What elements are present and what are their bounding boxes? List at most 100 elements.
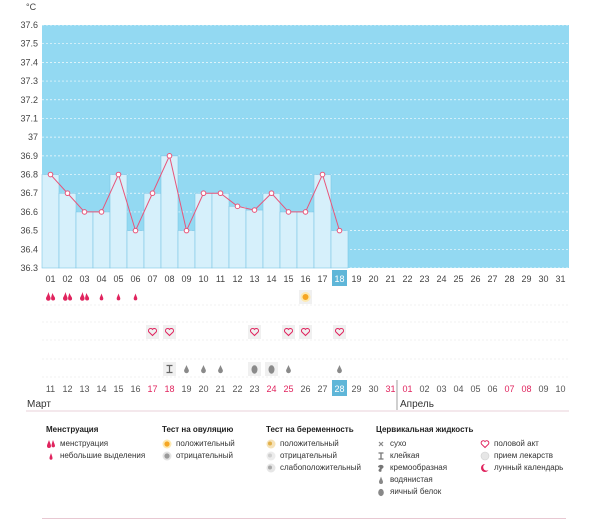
calendar-date[interactable]: 23 — [249, 384, 259, 394]
calendar-date[interactable]: 19 — [181, 384, 191, 394]
calendar-date[interactable]: 14 — [96, 384, 106, 394]
calendar-date[interactable]: 03 — [436, 384, 446, 394]
x-tick-label[interactable]: 03 — [79, 274, 89, 284]
calendar-date[interactable]: 24 — [266, 384, 276, 394]
x-tick-label[interactable]: 04 — [96, 274, 106, 284]
calendar-date[interactable]: 08 — [521, 384, 531, 394]
x-tick-label[interactable]: 16 — [300, 274, 310, 284]
temperature-point[interactable] — [166, 153, 173, 159]
temperature-point[interactable] — [268, 190, 275, 197]
temperature-point[interactable] — [149, 190, 156, 197]
calendar-date[interactable]: 28 — [334, 384, 344, 394]
x-tick-label[interactable]: 28 — [504, 274, 514, 284]
x-tick-label[interactable]: 08 — [164, 274, 174, 284]
x-tick-label[interactable]: 07 — [147, 274, 157, 284]
x-tick-label[interactable]: 02 — [62, 274, 72, 284]
water-drop-icon — [286, 365, 291, 374]
calendar-date[interactable]: 07 — [504, 384, 514, 394]
temperature-point[interactable] — [115, 171, 122, 178]
legend-item-medication: прием лекарств — [480, 450, 563, 462]
x-tick-label[interactable]: 12 — [232, 274, 242, 284]
calendar-date[interactable]: 13 — [79, 384, 89, 394]
calendar-date[interactable]: 11 — [46, 384, 55, 394]
temperature-point[interactable] — [81, 209, 88, 215]
calendar-date[interactable]: 06 — [487, 384, 497, 394]
temperature-point[interactable] — [200, 190, 207, 197]
calendar-date[interactable]: 01 — [402, 384, 412, 394]
x-tick-label[interactable]: 19 — [351, 274, 361, 284]
x-tick-label[interactable]: 06 — [130, 274, 140, 284]
legend-label-pregnancy-weak: слабоположительный — [280, 463, 361, 472]
temperature-bar — [58, 192, 77, 269]
x-tick-label[interactable]: 09 — [181, 274, 191, 284]
legend-item-pregnancy-weak: слабоположительный — [266, 462, 361, 474]
temperature-point[interactable] — [251, 207, 258, 213]
blood-drop-small-icon — [133, 293, 138, 301]
calendar-date[interactable]: 02 — [419, 384, 429, 394]
symptom-cell[interactable] — [333, 325, 346, 339]
legend-item-dry: сухо — [376, 438, 473, 450]
calendar-date[interactable]: 16 — [130, 384, 140, 394]
x-tick-label[interactable]: 26 — [470, 274, 480, 284]
calendar-date[interactable]: 31 — [385, 384, 395, 394]
x-tick-label[interactable]: 05 — [113, 274, 123, 284]
x-tick-label[interactable]: 24 — [436, 274, 446, 284]
calendar-date[interactable]: 17 — [147, 384, 157, 394]
temperature-point[interactable] — [285, 209, 292, 215]
temperature-point[interactable] — [217, 190, 224, 197]
temperature-point[interactable] — [98, 209, 105, 215]
blood-drop-large-icon — [46, 292, 56, 301]
calendar-date[interactable]: 30 — [368, 384, 378, 394]
blood-drop-large-icon — [63, 292, 73, 301]
calendar-date[interactable]: 21 — [215, 384, 225, 394]
calendar-date[interactable]: 22 — [232, 384, 242, 394]
symptom-cell[interactable] — [282, 325, 295, 339]
temperature-points — [47, 153, 343, 234]
calendar-date[interactable]: 29 — [351, 384, 361, 394]
temperature-point[interactable] — [302, 209, 309, 215]
heart-icon — [249, 327, 260, 337]
x-tick-label[interactable]: 30 — [538, 274, 548, 284]
temperature-point[interactable] — [234, 203, 241, 210]
temperature-point[interactable] — [319, 171, 326, 178]
x-tick-label[interactable]: 18 — [334, 274, 344, 284]
legend-item-egg-white: яичный белок — [376, 486, 473, 498]
temperature-bar — [143, 192, 162, 269]
temperature-point[interactable] — [64, 190, 71, 197]
calendar-date[interactable]: 15 — [113, 384, 123, 394]
calendar-date[interactable]: 27 — [317, 384, 327, 394]
symptom-cell[interactable] — [299, 325, 312, 339]
x-tick-label[interactable]: 31 — [555, 274, 565, 284]
x-tick-label[interactable]: 11 — [216, 274, 225, 284]
x-tick-label[interactable]: 21 — [385, 274, 395, 284]
calendar-date[interactable]: 05 — [470, 384, 480, 394]
x-tick-label[interactable]: 23 — [419, 274, 429, 284]
temperature-point[interactable] — [183, 227, 190, 234]
x-tick-label[interactable]: 10 — [198, 274, 208, 284]
calendar-date[interactable]: 25 — [283, 384, 293, 394]
x-tick-label[interactable]: 25 — [453, 274, 463, 284]
temperature-series — [50, 154, 340, 233]
calendar-date[interactable]: 12 — [62, 384, 72, 394]
x-tick-label[interactable]: 17 — [317, 274, 327, 284]
x-tick-label[interactable]: 29 — [521, 274, 531, 284]
x-tick-label[interactable]: 22 — [402, 274, 412, 284]
x-tick-label[interactable]: 13 — [249, 274, 259, 284]
x-tick-label[interactable]: 14 — [266, 274, 276, 284]
x-tick-label[interactable]: 15 — [283, 274, 293, 284]
temperature-point[interactable] — [47, 171, 54, 178]
calendar-date[interactable]: 04 — [453, 384, 463, 394]
calendar-date[interactable]: 18 — [164, 384, 174, 394]
calendar-date[interactable]: 26 — [300, 384, 310, 394]
x-tick-label[interactable]: 20 — [368, 274, 378, 284]
symptom-cell[interactable] — [248, 325, 261, 339]
symptom-cell[interactable] — [163, 325, 176, 339]
x-tick-label[interactable]: 01 — [45, 274, 55, 284]
calendar-date[interactable]: 10 — [555, 384, 565, 394]
x-tick-label[interactable]: 27 — [487, 274, 497, 284]
calendar-date[interactable]: 20 — [198, 384, 208, 394]
temperature-point[interactable] — [132, 227, 139, 234]
calendar-date[interactable]: 09 — [538, 384, 548, 394]
symptom-cell[interactable] — [146, 325, 159, 339]
temperature-point[interactable] — [336, 227, 343, 234]
